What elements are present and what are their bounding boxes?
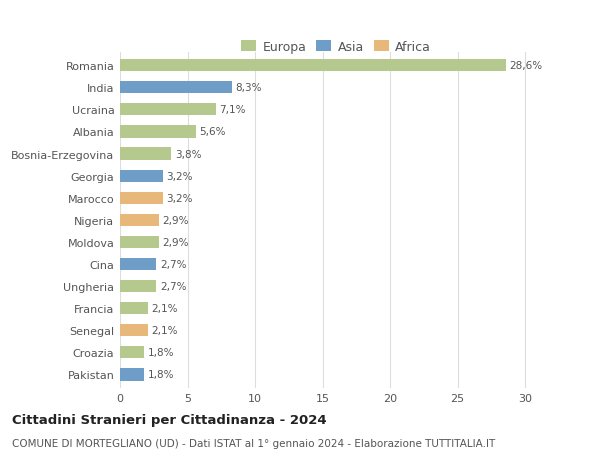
Text: COMUNE DI MORTEGLIANO (UD) - Dati ISTAT al 1° gennaio 2024 - Elaborazione TUTTIT: COMUNE DI MORTEGLIANO (UD) - Dati ISTAT …: [12, 438, 495, 448]
Bar: [120, 214, 159, 226]
Bar: [120, 170, 163, 182]
Text: 3,8%: 3,8%: [175, 149, 201, 159]
Text: 28,6%: 28,6%: [509, 61, 542, 71]
Text: 2,9%: 2,9%: [163, 237, 189, 247]
Text: 3,2%: 3,2%: [167, 193, 193, 203]
Bar: [120, 347, 145, 358]
Text: 2,1%: 2,1%: [152, 325, 178, 336]
Text: 2,7%: 2,7%: [160, 281, 187, 291]
Text: 8,3%: 8,3%: [235, 83, 262, 93]
Bar: [120, 82, 232, 94]
Bar: [120, 280, 157, 292]
Bar: [120, 258, 157, 270]
Bar: [120, 126, 196, 138]
Text: 7,1%: 7,1%: [219, 105, 246, 115]
Text: 1,8%: 1,8%: [148, 347, 174, 358]
Legend: Europa, Asia, Africa: Europa, Asia, Africa: [238, 37, 434, 58]
Bar: [120, 302, 148, 314]
Text: 2,7%: 2,7%: [160, 259, 187, 269]
Bar: [120, 104, 216, 116]
Text: 5,6%: 5,6%: [199, 127, 226, 137]
Text: 3,2%: 3,2%: [167, 171, 193, 181]
Text: 1,8%: 1,8%: [148, 369, 174, 380]
Text: 2,9%: 2,9%: [163, 215, 189, 225]
Bar: [120, 60, 506, 72]
Bar: [120, 192, 163, 204]
Bar: [120, 325, 148, 336]
Bar: [120, 236, 159, 248]
Text: 2,1%: 2,1%: [152, 303, 178, 313]
Bar: [120, 369, 145, 381]
Bar: [120, 148, 172, 160]
Text: Cittadini Stranieri per Cittadinanza - 2024: Cittadini Stranieri per Cittadinanza - 2…: [12, 413, 326, 426]
